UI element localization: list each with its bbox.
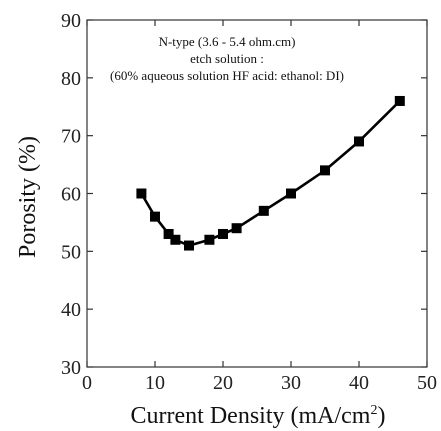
x-axis-title-close: ) (377, 403, 385, 429)
y-tick-label: 30 (61, 357, 81, 379)
data-point (258, 205, 269, 216)
y-tick-labels: 30 40 50 60 70 80 90 (61, 10, 81, 379)
y-tick-label: 50 (61, 241, 81, 263)
data-point (320, 165, 330, 176)
data-point (286, 188, 296, 199)
data-point (163, 228, 174, 239)
x-tick-label: 10 (145, 372, 165, 394)
x-tick-label: 0 (82, 372, 92, 394)
x-axis-title-main: Current Density (mA/cm (131, 403, 371, 429)
y-tick-label: 60 (61, 184, 81, 206)
annotation-line-1: N-type (3.6 - 5.4 ohm.cm) (159, 34, 296, 49)
x-tick-labels: 0 10 20 30 40 50 (82, 372, 437, 394)
y-tick-label: 40 (61, 299, 81, 321)
annotation-block: N-type (3.6 - 5.4 ohm.cm) etch solution … (110, 34, 344, 83)
x-tick-label: 40 (349, 372, 369, 394)
series-line (140, 100, 401, 247)
data-point (184, 240, 194, 251)
data-point (136, 188, 147, 199)
annotation-line-3: (60% aqueous solution HF acid: ethanol: … (110, 68, 344, 83)
axis-ticks (86, 19, 428, 368)
data-point (170, 234, 181, 245)
y-tick-label: 70 (61, 126, 81, 148)
data-point (354, 136, 364, 147)
annotation-line-2: etch solution : (190, 51, 264, 66)
x-axis-title: Current Density (mA/cm2) (131, 403, 386, 429)
y-axis-title: Porosity (%) (15, 136, 41, 258)
data-point (218, 228, 228, 239)
data-point (150, 211, 160, 222)
y-tick-label: 90 (61, 10, 81, 32)
x-axis-title-sup: 2 (370, 403, 377, 418)
x-tick-label: 50 (417, 372, 437, 394)
x-tick-label: 20 (213, 372, 233, 394)
y-tick-label: 80 (61, 68, 81, 90)
data-point (231, 223, 242, 234)
x-tick-label: 30 (281, 372, 301, 394)
data-point (394, 95, 405, 106)
series-markers (136, 95, 405, 251)
data-point (204, 234, 215, 245)
